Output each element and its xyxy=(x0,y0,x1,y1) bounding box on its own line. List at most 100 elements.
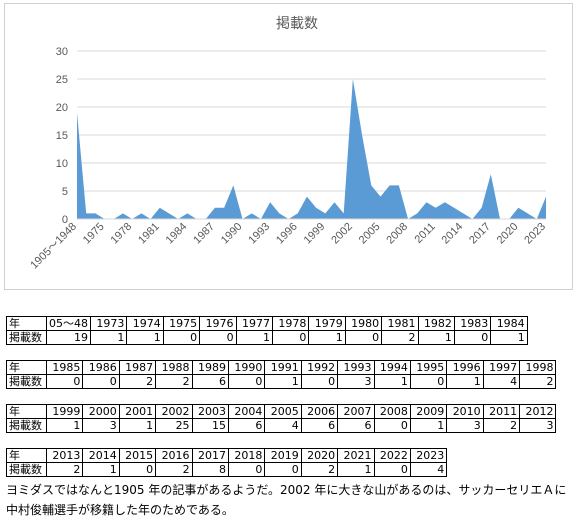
year-cell: 1976 xyxy=(199,316,237,331)
year-cell: 2001 xyxy=(118,404,157,419)
year-cell: 2014 xyxy=(82,448,120,463)
x-tick-label: 2017 xyxy=(467,221,493,247)
y-tick-label: 0 xyxy=(62,214,68,226)
area-series xyxy=(77,79,546,219)
year-cell: 1987 xyxy=(118,360,157,375)
year-cell: 1992 xyxy=(300,360,339,375)
year-cell: 05～48 xyxy=(46,316,91,331)
year-cell: 2008 xyxy=(373,404,411,419)
x-tick-label: 1993 xyxy=(246,221,272,247)
year-cell: 2006 xyxy=(300,404,339,419)
count-cell: 3 xyxy=(446,418,484,433)
count-cell: 3 xyxy=(337,374,375,389)
count-cell: 6 xyxy=(300,418,339,433)
row-label: 年 xyxy=(6,448,47,463)
year-cell: 2019 xyxy=(264,448,302,463)
count-cell: 1 xyxy=(446,374,484,389)
count-cell: 3 xyxy=(519,418,557,433)
year-cell: 1989 xyxy=(191,360,229,375)
x-tick-label: 2020 xyxy=(495,221,521,247)
year-cell: 2023 xyxy=(409,448,448,463)
year-cell: 1998 xyxy=(519,360,557,375)
count-cell: 3 xyxy=(82,418,120,433)
year-cell: 1986 xyxy=(82,360,120,375)
x-tick-label: 2023 xyxy=(522,221,548,247)
x-tick-label: 2005 xyxy=(357,221,383,247)
year-cell: 1983 xyxy=(453,316,492,331)
count-cell: 0 xyxy=(227,462,266,477)
x-tick-label: 1990 xyxy=(219,221,245,247)
year-cell: 2017 xyxy=(191,448,229,463)
count-cell: 1 xyxy=(308,330,346,345)
count-cell: 6 xyxy=(227,418,266,433)
y-tick-label: 25 xyxy=(56,74,68,86)
year-cell: 1990 xyxy=(227,360,266,375)
x-tick-label: 1987 xyxy=(191,221,217,247)
count-row: 掲載数 19 1 1 0 0 1 0 1 0 2 1 0 1 xyxy=(6,330,528,345)
count-cell: 0 xyxy=(118,462,157,477)
year-cell: 2022 xyxy=(373,448,411,463)
count-cell: 0 xyxy=(300,374,339,389)
x-tick-label: 1905～1948 xyxy=(28,221,79,272)
count-cell: 1 xyxy=(118,418,157,433)
year-cell: 2007 xyxy=(337,404,375,419)
y-tick-label: 20 xyxy=(56,102,68,114)
year-row: 年 1985 1986 1987 1988 1989 1990 1991 1992 1993 199… xyxy=(6,360,557,375)
year-cell: 1997 xyxy=(482,360,521,375)
count-cell: 2 xyxy=(155,374,193,389)
count-cell: 1 xyxy=(126,330,164,345)
count-cell: 1 xyxy=(235,330,273,345)
count-cell: 1 xyxy=(337,462,375,477)
year-cell: 2013 xyxy=(45,448,84,463)
x-tick-label: 1981 xyxy=(136,221,162,247)
year-cell: 1975 xyxy=(162,316,201,331)
year-cell: 1978 xyxy=(271,316,310,331)
count-cell: 15 xyxy=(191,418,229,433)
x-tick-label: 2014 xyxy=(440,221,466,247)
year-cell: 1999 xyxy=(45,404,84,419)
count-cell: 1 xyxy=(490,330,528,345)
count-cell: 0 xyxy=(409,374,448,389)
year-cell: 1994 xyxy=(373,360,411,375)
row-label: 年 xyxy=(6,404,47,419)
year-cell: 2011 xyxy=(482,404,521,419)
row-label: 掲載数 xyxy=(6,418,47,433)
x-tick-label: 1978 xyxy=(108,221,134,247)
year-cell: 2012 xyxy=(519,404,557,419)
row-label: 年 xyxy=(6,316,47,331)
year-cell: 1988 xyxy=(155,360,193,375)
count-cell: 2 xyxy=(519,374,557,389)
year-cell: 1984 xyxy=(490,316,528,331)
count-cell: 2 xyxy=(482,418,521,433)
count-cell: 8 xyxy=(191,462,229,477)
year-cell: 2015 xyxy=(118,448,157,463)
data-table-1: 年 05～48 1973 1974 1975 1976 1977 1978 1979 1980 19… xyxy=(6,316,528,345)
count-cell: 0 xyxy=(82,374,120,389)
count-cell: 0 xyxy=(453,330,492,345)
year-cell: 1993 xyxy=(337,360,375,375)
row-label: 年 xyxy=(6,360,47,375)
row-label: 掲載数 xyxy=(6,330,47,345)
y-tick-label: 5 xyxy=(62,186,68,198)
x-tick-label: 1999 xyxy=(302,221,328,247)
year-cell: 2004 xyxy=(227,404,266,419)
x-tick-label: 2002 xyxy=(329,221,355,247)
count-cell: 0 xyxy=(264,462,302,477)
count-cell: 2 xyxy=(381,330,419,345)
year-cell: 1996 xyxy=(446,360,484,375)
count-cell: 1 xyxy=(89,330,128,345)
data-table-3: 年 1999 2000 2001 2002 2003 2004 2005 2006 2007 200… xyxy=(6,404,557,433)
count-cell: 1 xyxy=(409,418,448,433)
year-cell: 1974 xyxy=(126,316,164,331)
year-cell: 2010 xyxy=(446,404,484,419)
count-cell: 4 xyxy=(264,418,302,433)
year-row: 年 1999 2000 2001 2002 2003 2004 2005 2006 2007 200… xyxy=(6,404,557,419)
year-cell: 1991 xyxy=(264,360,302,375)
year-cell: 2003 xyxy=(191,404,229,419)
x-tick-label: 2011 xyxy=(413,221,438,246)
count-row: 掲載数 0 0 2 2 6 0 1 0 3 1 0 1 4 2 xyxy=(6,374,557,389)
year-cell: 1977 xyxy=(235,316,273,331)
y-tick-label: 10 xyxy=(56,158,68,170)
count-cell: 0 xyxy=(227,374,266,389)
